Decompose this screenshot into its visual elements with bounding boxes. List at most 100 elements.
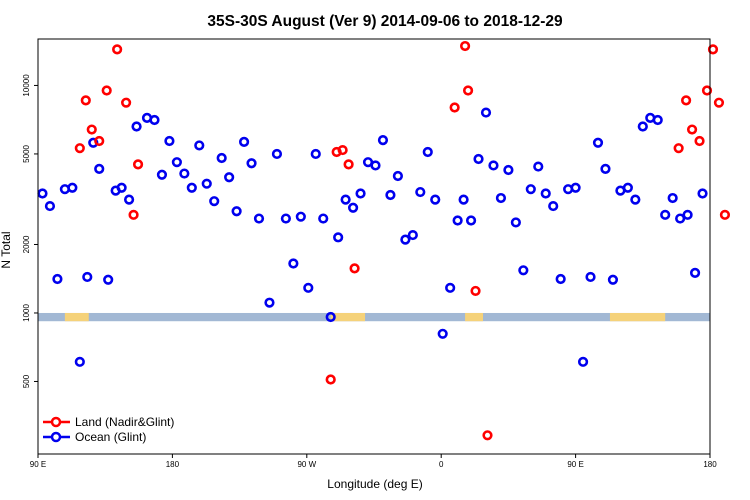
x-tick-label: 90 E	[30, 460, 46, 469]
ocean-point	[445, 282, 456, 293]
land-point	[128, 209, 139, 220]
ocean-point	[473, 153, 484, 165]
ocean-point	[224, 172, 235, 183]
ocean-point	[231, 206, 242, 217]
ocean-point	[156, 169, 168, 180]
ocean-point	[488, 160, 499, 171]
ocean-point	[458, 194, 469, 205]
ocean-point	[333, 232, 344, 243]
ocean-point	[246, 158, 257, 169]
band-land-segment	[330, 312, 366, 322]
ocean-point	[253, 213, 265, 224]
ocean-point	[682, 209, 693, 220]
ocean-point	[400, 234, 411, 245]
ocean-point	[94, 163, 105, 174]
ocean-point	[103, 274, 114, 285]
land-point	[74, 143, 85, 154]
land-point	[325, 374, 336, 385]
legend-land-marker	[50, 416, 62, 428]
legend: Land (Nadir&Glint) Ocean (Glint)	[43, 415, 174, 444]
land-point	[694, 135, 705, 147]
land-point	[94, 135, 105, 147]
ocean-point	[652, 114, 663, 126]
ocean-point	[116, 182, 127, 193]
ocean-point	[437, 328, 448, 339]
band-land-segment	[609, 312, 666, 322]
ocean-point	[503, 164, 514, 176]
ocean-point	[164, 135, 175, 147]
land-point	[701, 85, 713, 96]
x-tick-label: 90 E	[567, 460, 583, 469]
ocean-point	[697, 188, 708, 199]
ocean-point	[480, 107, 492, 118]
chart-title: 35S-30S August (Ver 9) 2014-09-06 to 201…	[207, 13, 563, 30]
ocean-point	[555, 273, 566, 285]
ocean-point	[264, 297, 275, 308]
ocean-point	[452, 215, 463, 226]
ocean-point	[186, 182, 197, 193]
land-point	[80, 95, 91, 106]
land-point	[337, 144, 348, 156]
y-tick-label: 1000	[22, 304, 31, 322]
ocean-point	[295, 211, 306, 222]
land-point	[673, 143, 684, 154]
ocean-point	[577, 356, 589, 367]
ocean-point	[422, 146, 433, 158]
legend-land-label: Land (Nadir&Glint)	[75, 415, 174, 429]
ocean-point	[318, 213, 329, 224]
ocean-point	[194, 140, 205, 151]
ocean-point	[74, 356, 85, 367]
x-tick-label: 90 W	[297, 460, 316, 469]
land-point	[86, 124, 97, 135]
y-tick-label: 5000	[22, 144, 31, 162]
land-point	[686, 124, 698, 135]
ocean-point	[592, 137, 604, 148]
ocean-point	[340, 194, 351, 205]
ocean-point	[510, 217, 521, 228]
ocean-point	[201, 178, 212, 189]
ocean-point	[355, 188, 366, 199]
land-point	[459, 40, 471, 52]
ocean-point	[675, 213, 686, 224]
land-point	[112, 44, 123, 55]
ocean-point	[548, 200, 559, 212]
ocean-point	[518, 265, 529, 276]
ocean-point	[667, 192, 678, 204]
ocean-point	[370, 160, 381, 171]
land-point	[343, 159, 354, 170]
ocean-point	[131, 121, 142, 132]
ocean-point	[82, 271, 93, 283]
land-point	[681, 95, 692, 106]
data-points	[37, 40, 731, 441]
ocean-point	[123, 194, 135, 205]
land-point	[121, 97, 132, 108]
y-axis-label: N Total	[0, 231, 13, 268]
ocean-point	[52, 273, 63, 285]
ocean-point	[540, 188, 551, 199]
ocean-point	[385, 189, 396, 201]
land-point	[470, 285, 481, 297]
land-point	[719, 209, 731, 220]
land-point	[462, 85, 474, 96]
ocean-point	[407, 229, 418, 241]
land-point	[101, 85, 112, 96]
ocean-point	[689, 267, 701, 279]
band-land-segment	[64, 312, 89, 322]
ocean-point	[660, 209, 671, 220]
ocean-point	[465, 215, 477, 226]
ocean-point	[149, 114, 160, 126]
x-tick-label: 180	[703, 460, 717, 469]
y-tick-label: 500	[22, 374, 31, 388]
band-ocean	[38, 312, 710, 322]
ocean-point	[288, 258, 299, 269]
ocean-point	[637, 121, 648, 132]
ocean-point	[179, 168, 190, 179]
land-point	[132, 159, 144, 170]
x-tick-label: 180	[166, 460, 180, 469]
ocean-point	[325, 311, 336, 323]
land-point	[482, 430, 493, 441]
legend-ocean-label: Ocean (Glint)	[75, 430, 146, 444]
ocean-point	[533, 161, 544, 172]
land-point	[707, 44, 719, 55]
x-tick-label: 0	[439, 460, 444, 469]
